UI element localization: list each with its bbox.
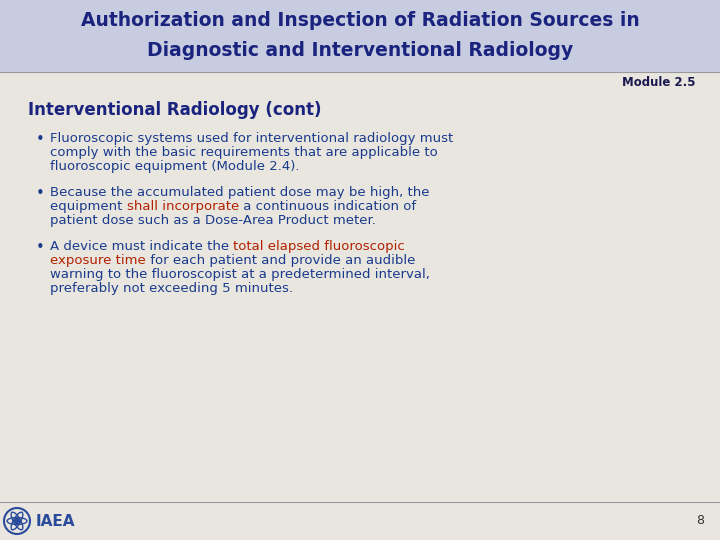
Text: equipment: equipment [50,200,127,213]
Circle shape [14,518,19,523]
Text: Interventional Radiology (cont): Interventional Radiology (cont) [28,101,322,119]
Text: Fluoroscopic systems used for interventional radiology must: Fluoroscopic systems used for interventi… [50,132,454,145]
Text: for each patient and provide an audible: for each patient and provide an audible [145,254,415,267]
Text: Authorization and Inspection of Radiation Sources in: Authorization and Inspection of Radiatio… [81,11,639,30]
Text: total elapsed fluoroscopic: total elapsed fluoroscopic [233,240,405,253]
Text: Diagnostic and Interventional Radiology: Diagnostic and Interventional Radiology [147,40,573,59]
Text: •: • [36,240,45,255]
Text: •: • [36,186,45,201]
Text: 8: 8 [696,515,704,528]
Text: •: • [36,132,45,147]
Text: comply with the basic requirements that are applicable to: comply with the basic requirements that … [50,146,438,159]
Text: exposure time: exposure time [50,254,145,267]
Bar [0,0,720,72]
Text: patient dose such as a Dose-Area Product meter.: patient dose such as a Dose-Area Product… [50,214,376,227]
Text: fluoroscopic equipment (Module 2.4).: fluoroscopic equipment (Module 2.4). [50,160,300,173]
Text: preferably not exceeding 5 minutes.: preferably not exceeding 5 minutes. [50,282,293,295]
Text: warning to the fluoroscopist at a predetermined interval,: warning to the fluoroscopist at a predet… [50,268,430,281]
Text: shall incorporate: shall incorporate [127,200,239,213]
Text: IAEA: IAEA [36,514,76,529]
Text: Because the accumulated patient dose may be high, the: Because the accumulated patient dose may… [50,186,430,199]
Text: A device must indicate the: A device must indicate the [50,240,233,253]
Text: a continuous indication of: a continuous indication of [239,200,416,213]
Text: Module 2.5: Module 2.5 [621,77,695,90]
